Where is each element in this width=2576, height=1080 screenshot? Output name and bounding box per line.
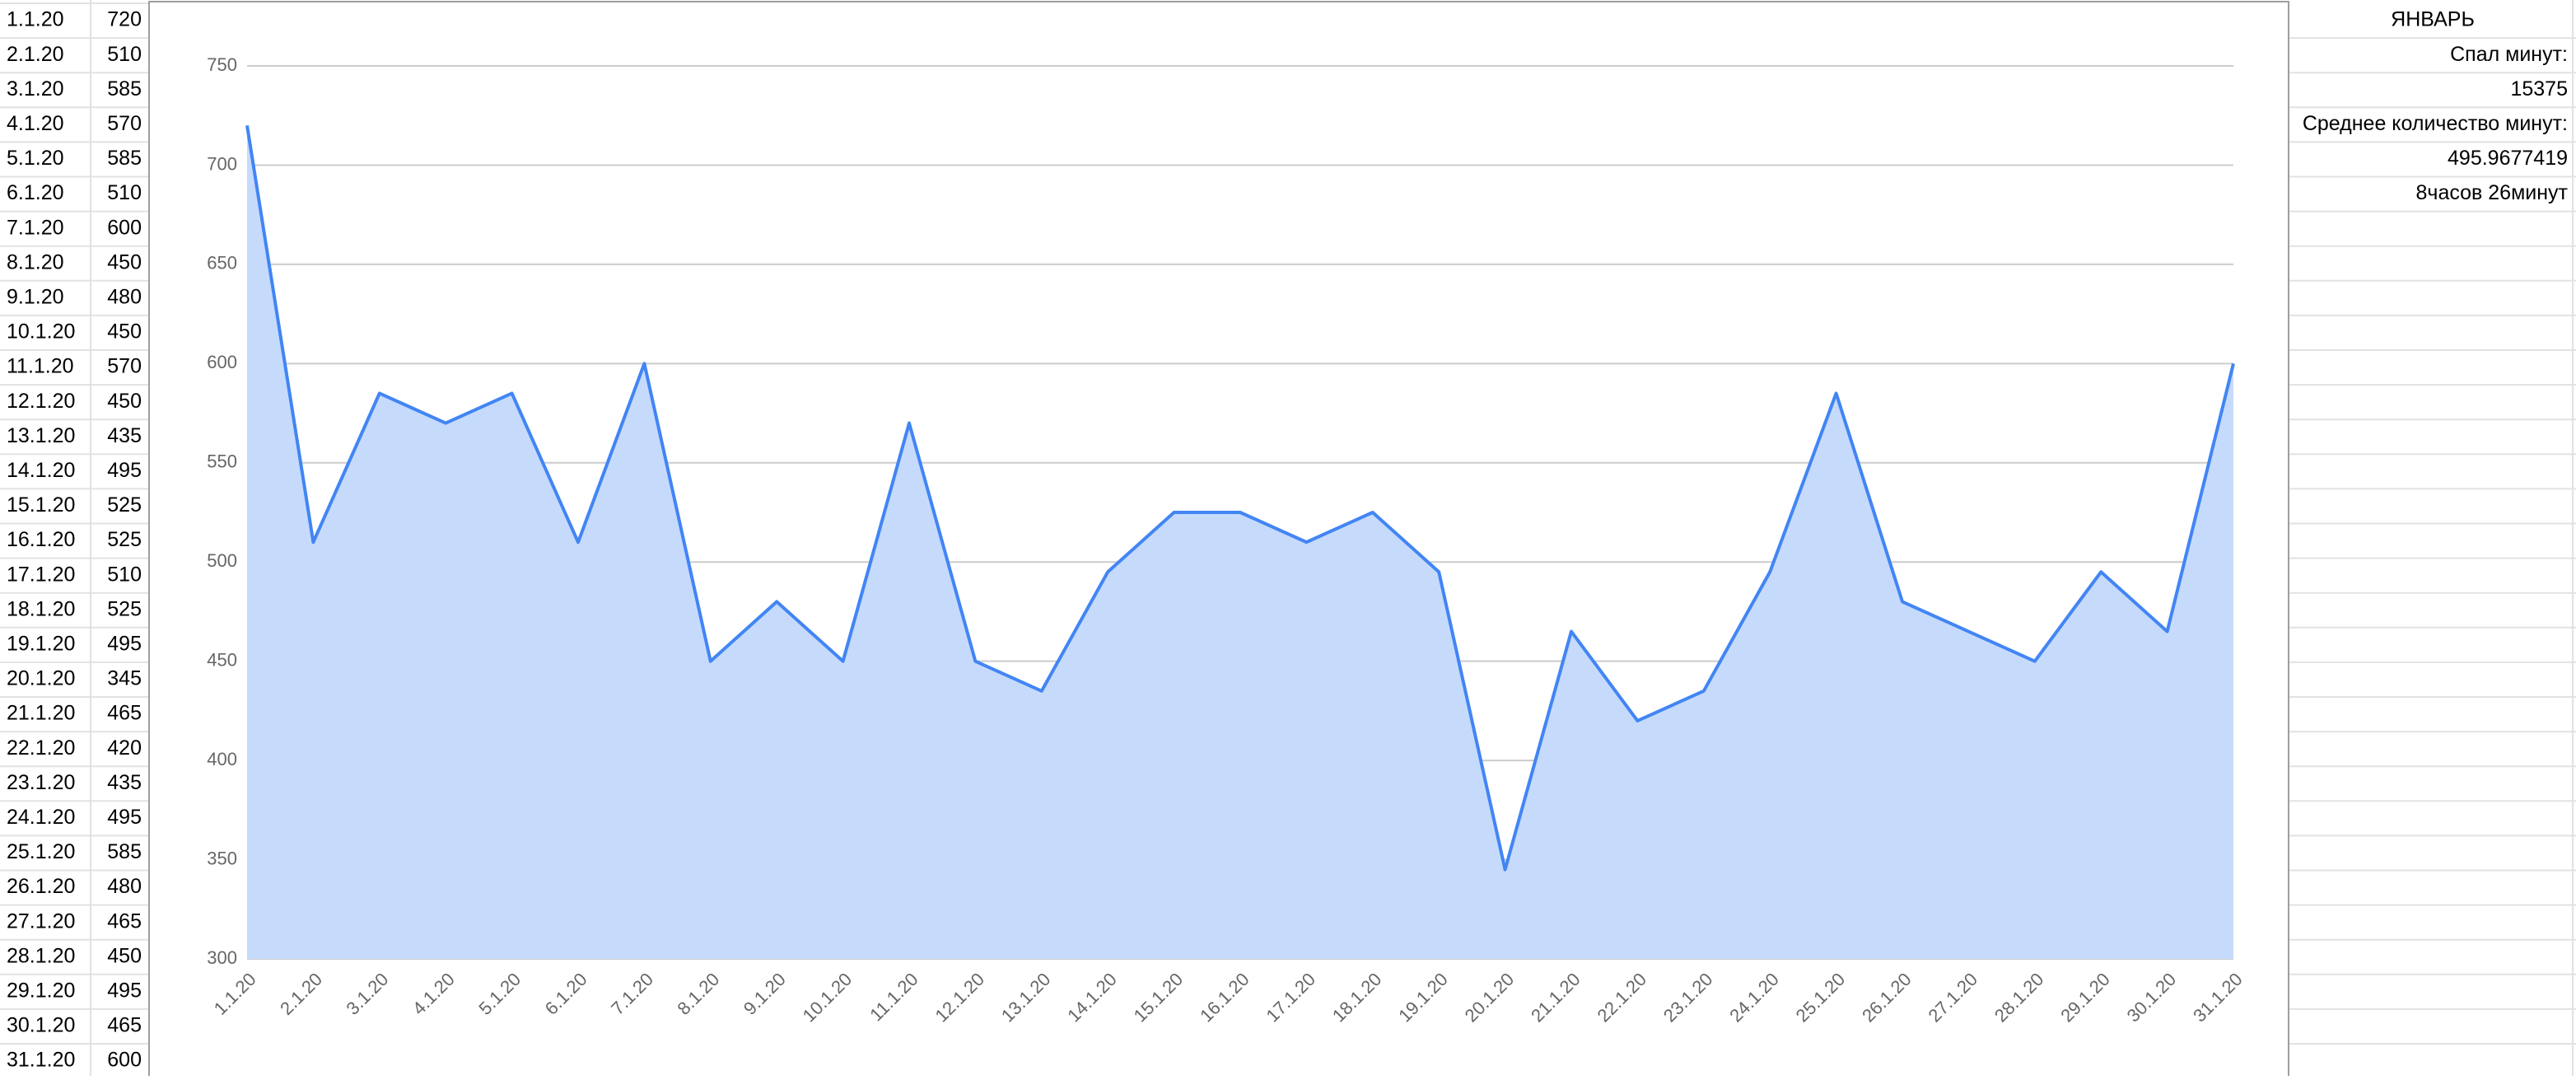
date-cell: 24.1.20 <box>7 806 75 829</box>
date-cell: 31.1.20 <box>7 1049 75 1072</box>
value-cell: 525 <box>107 493 142 517</box>
value-cell: 510 <box>107 43 142 66</box>
date-cell: 25.1.20 <box>7 840 75 863</box>
value-cell: 420 <box>107 736 142 760</box>
value-cell: 480 <box>107 875 142 898</box>
value-cell: 570 <box>107 355 142 378</box>
value-cell: 525 <box>107 528 142 551</box>
value-cell: 450 <box>107 320 142 344</box>
date-cell: 30.1.20 <box>7 1014 75 1037</box>
date-cell: 22.1.20 <box>7 736 75 760</box>
date-cell: 19.1.20 <box>7 632 75 655</box>
value-cell: 345 <box>107 667 142 690</box>
y-tick-label: 600 <box>207 352 237 372</box>
date-cell: 7.1.20 <box>7 216 64 239</box>
value-cell: 585 <box>107 77 142 101</box>
value-cell: 720 <box>107 8 142 31</box>
date-cell: 3.1.20 <box>7 77 64 101</box>
date-cell: 14.1.20 <box>7 459 75 482</box>
value-cell: 600 <box>107 216 142 239</box>
value-cell: 510 <box>107 181 142 204</box>
date-cell: 8.1.20 <box>7 250 64 274</box>
value-cell: 585 <box>107 840 142 863</box>
date-cell: 26.1.20 <box>7 875 75 898</box>
date-cell: 27.1.20 <box>7 909 75 933</box>
y-tick-label: 350 <box>207 848 237 868</box>
y-tick-label: 300 <box>207 947 237 968</box>
summary-cell: 8часов 26минут <box>2416 181 2569 204</box>
summary-cell: 495.9677419 <box>2448 147 2568 170</box>
value-cell: 435 <box>107 771 142 794</box>
date-cell: 20.1.20 <box>7 667 75 690</box>
date-cell: 28.1.20 <box>7 944 75 967</box>
date-cell: 6.1.20 <box>7 181 64 204</box>
y-tick-label: 400 <box>207 749 237 769</box>
summary-cell: Среднее количество минут: <box>2303 112 2568 135</box>
line <box>245 124 2235 872</box>
y-tick-label: 750 <box>207 54 237 75</box>
y-tick-label: 650 <box>207 253 237 274</box>
date-cell: 12.1.20 <box>7 390 75 413</box>
summary-cell: 15375 <box>2510 77 2568 101</box>
value-cell: 480 <box>107 285 142 308</box>
area-fill <box>247 125 2233 959</box>
value-cell: 495 <box>107 632 142 655</box>
y-tick-label: 550 <box>207 451 237 472</box>
date-cell: 16.1.20 <box>7 528 75 551</box>
value-cell: 585 <box>107 147 142 170</box>
date-cell: 23.1.20 <box>7 771 75 794</box>
value-cell: 495 <box>107 806 142 829</box>
value-cell: 435 <box>107 424 142 447</box>
value-cell: 465 <box>107 909 142 933</box>
date-cell: 17.1.20 <box>7 563 75 586</box>
date-cell: 15.1.20 <box>7 493 75 517</box>
value-cell: 570 <box>107 112 142 135</box>
month-header: ЯНВАРЬ <box>2391 8 2475 31</box>
value-cell: 450 <box>107 390 142 413</box>
y-tick-label: 500 <box>207 550 237 571</box>
date-cell: 11.1.20 <box>7 355 74 378</box>
date-cell: 5.1.20 <box>7 147 64 170</box>
date-cell: 13.1.20 <box>7 424 75 447</box>
date-cell: 10.1.20 <box>7 320 75 344</box>
value-cell: 600 <box>107 1049 142 1072</box>
summary-cell: Спал минут: <box>2450 43 2568 66</box>
y-tick-label: 450 <box>207 649 237 670</box>
date-cell: 2.1.20 <box>7 43 64 66</box>
value-cell: 465 <box>107 1014 142 1037</box>
value-cell: 510 <box>107 563 142 586</box>
value-cell: 495 <box>107 979 142 1002</box>
date-cell: 29.1.20 <box>7 979 75 1002</box>
y-tick-label: 700 <box>207 153 237 174</box>
date-cell: 4.1.20 <box>7 112 64 135</box>
value-cell: 465 <box>107 702 142 725</box>
value-cell: 525 <box>107 597 142 620</box>
value-cell: 450 <box>107 944 142 967</box>
date-cell: 9.1.20 <box>7 285 64 308</box>
date-cell: 18.1.20 <box>7 597 75 620</box>
date-cell: 1.1.20 <box>7 8 64 31</box>
value-cell: 495 <box>107 459 142 482</box>
value-cell: 450 <box>107 250 142 274</box>
date-cell: 21.1.20 <box>7 702 75 725</box>
